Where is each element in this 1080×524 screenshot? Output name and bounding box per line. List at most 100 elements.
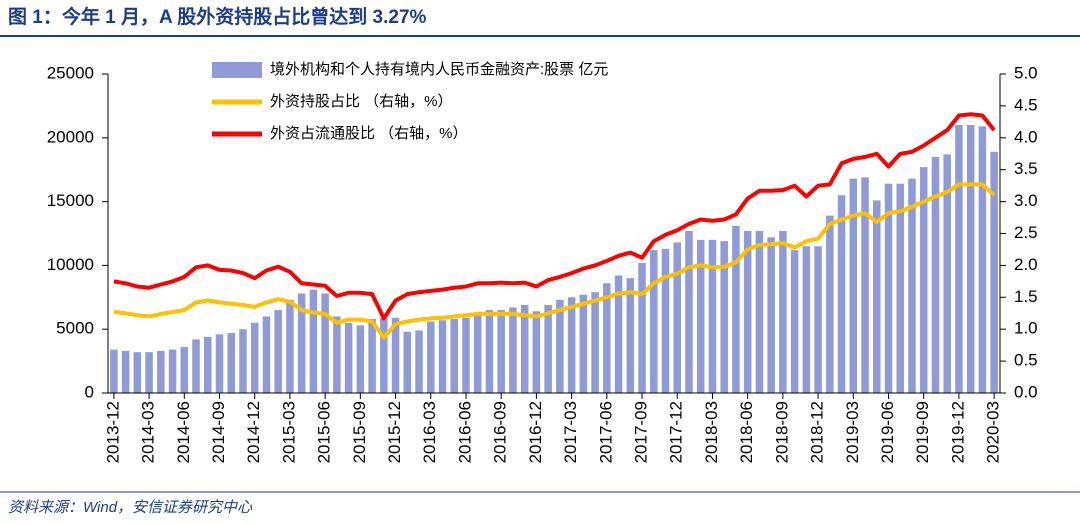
bar (427, 321, 435, 393)
bar (790, 250, 799, 393)
bar (239, 329, 247, 393)
bar (873, 200, 881, 393)
y2-tick-label: 4.0 (1014, 127, 1038, 146)
x-tick-label: 2014-06 (174, 401, 193, 463)
bar (802, 246, 811, 393)
bar (837, 195, 846, 393)
line (113, 182, 996, 340)
y2-tick-label: 4.5 (1014, 95, 1038, 114)
bar (849, 178, 858, 393)
y2-tick-label: 3.5 (1014, 159, 1038, 178)
bar (931, 156, 940, 393)
bar (462, 317, 470, 393)
x-tick-label: 2016-09 (491, 401, 510, 463)
legend-label: 外资占流通股比 （右轴，%） (270, 125, 468, 142)
bar (990, 151, 998, 393)
x-tick-label: 2015-09 (350, 401, 369, 463)
legend-label: 外资持股占比 （右轴，%） (270, 93, 453, 110)
bar (591, 292, 599, 393)
x-tick-label: 2019-03 (843, 401, 862, 463)
bar (145, 352, 153, 393)
y2-tick-label: 0.0 (1014, 382, 1038, 401)
bar (473, 312, 482, 393)
y-tick-label: 25000 (47, 63, 94, 82)
bar (438, 320, 447, 393)
x-tick-label: 2017-12 (667, 401, 686, 463)
bar (509, 307, 517, 393)
x-tick-label: 2013-12 (103, 401, 122, 463)
x-tick-label: 2018-03 (702, 401, 721, 463)
bar (497, 310, 505, 393)
bar (380, 317, 388, 393)
bar (779, 230, 787, 393)
x-tick-label: 2017-03 (561, 401, 580, 463)
bar (297, 293, 306, 393)
bar (732, 225, 740, 393)
y-tick-label: 15000 (47, 191, 94, 210)
x-tick-label: 2015-03 (279, 401, 298, 463)
bar (826, 215, 834, 393)
bar (556, 299, 564, 393)
bar (767, 237, 775, 393)
bar (262, 316, 271, 393)
y-tick-label: 10000 (47, 255, 94, 274)
x-tick-label: 2014-03 (139, 401, 158, 463)
x-tick-label: 2017-06 (596, 401, 615, 463)
bar (391, 317, 400, 393)
bar (908, 178, 916, 393)
y2-tick-label: 2.0 (1014, 255, 1038, 274)
x-tick-label: 2016-12 (526, 401, 545, 463)
bar (133, 352, 142, 393)
bar (333, 316, 341, 393)
x-tick-label: 2016-03 (420, 401, 439, 463)
bar (626, 278, 635, 393)
bar (861, 177, 869, 393)
y2-tick-label: 3.0 (1014, 191, 1038, 210)
bar (192, 339, 200, 393)
bar (204, 336, 212, 393)
x-tick-label: 2019-09 (913, 401, 932, 463)
legend-swatch (212, 62, 262, 78)
bar (368, 318, 376, 393)
bar (157, 350, 165, 393)
bar (286, 299, 294, 393)
bar (661, 248, 670, 393)
bar (168, 349, 177, 393)
bar (720, 241, 728, 393)
bar (567, 297, 576, 393)
bar (755, 230, 764, 393)
bar (321, 293, 329, 393)
y2-tick-label: 5.0 (1014, 63, 1038, 82)
bar (215, 334, 224, 393)
bar (403, 331, 412, 393)
line (113, 112, 996, 321)
y-tick-label: 5000 (56, 319, 94, 338)
bar (638, 262, 646, 393)
chart-title: 图 1：今年 1 月，A 股外资持股占比曾达到 3.27% (8, 5, 427, 28)
y2-tick-label: 1.0 (1014, 319, 1038, 338)
bar (896, 183, 904, 393)
legend-label: 境外机构和个人持有境内人民币金融资产:股票 亿元 (270, 60, 608, 78)
bar (685, 230, 693, 393)
y-tick-label: 0 (85, 382, 94, 401)
bar (309, 289, 318, 393)
x-tick-label: 2015-12 (385, 401, 404, 463)
y2-tick-label: 2.5 (1014, 223, 1038, 242)
bar (955, 125, 963, 393)
bar (250, 322, 259, 393)
x-tick-label: 2018-12 (808, 401, 827, 463)
x-tick-label: 2016-06 (455, 401, 474, 463)
bar (614, 275, 623, 393)
bar (814, 246, 822, 393)
bar (696, 239, 705, 393)
bar (532, 311, 541, 393)
x-tick-label: 2018-09 (772, 401, 791, 463)
x-tick-label: 2017-09 (632, 401, 651, 463)
bar (603, 283, 611, 393)
bar (450, 318, 458, 393)
bar (180, 347, 189, 393)
bar (356, 325, 365, 393)
bar (943, 154, 951, 393)
x-tick-label: 2019-12 (948, 401, 967, 463)
y2-tick-label: 0.5 (1014, 351, 1038, 370)
